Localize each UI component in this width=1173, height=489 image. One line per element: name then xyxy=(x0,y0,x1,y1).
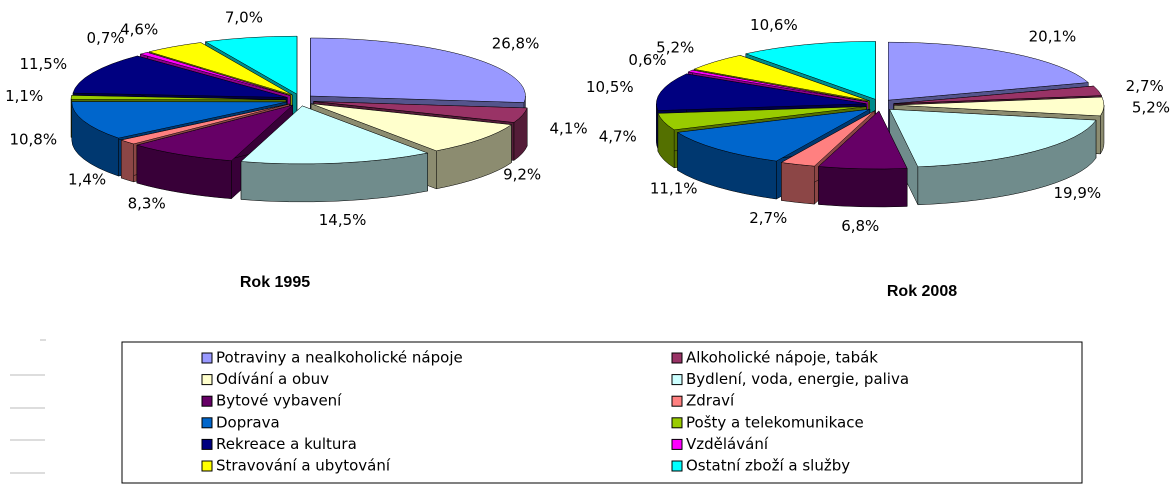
slice xyxy=(817,110,908,208)
slice-top xyxy=(139,52,291,96)
legend-label: Rekreace a kultura xyxy=(216,435,357,453)
slice-top xyxy=(893,85,1103,104)
value-label: 7,0% xyxy=(225,9,263,27)
legend-box xyxy=(121,341,1083,484)
value-label: 10,5% xyxy=(586,78,634,96)
slice-top xyxy=(72,55,288,98)
legend-swatch xyxy=(201,460,213,472)
legend-swatch xyxy=(201,374,213,386)
value-label: 2,7% xyxy=(749,209,787,227)
slice-top xyxy=(657,106,867,131)
legend-swatch xyxy=(671,374,683,386)
slice-side xyxy=(818,166,908,208)
value-label: 0,7% xyxy=(87,29,125,47)
value-label: 5,2% xyxy=(656,39,694,57)
slice-top xyxy=(676,108,870,162)
slice xyxy=(889,109,1097,206)
legend-swatch xyxy=(671,417,683,429)
slice-top xyxy=(888,41,1089,101)
slice-top xyxy=(135,104,293,161)
legend-swatch xyxy=(671,352,683,364)
slice xyxy=(240,105,429,203)
legend-label: Bydlení, voda, energie, paliva xyxy=(686,370,909,388)
value-label: 19,9% xyxy=(1054,184,1102,202)
legend-label: Zdraví xyxy=(686,392,735,410)
value-label: 4,1% xyxy=(550,120,588,138)
slice-top xyxy=(817,110,908,170)
legend-label: Potraviny a nealkoholické nápoje xyxy=(216,349,463,367)
slice-top xyxy=(780,110,876,167)
legend-label: Alkoholické nápoje, tabák xyxy=(686,349,878,367)
value-label: 11,5% xyxy=(19,55,67,73)
value-label: 9,2% xyxy=(503,165,541,183)
legend-swatch xyxy=(201,352,213,364)
value-label: 8,3% xyxy=(128,195,166,213)
legend-swatch xyxy=(201,395,213,407)
legend-label: Vzdělávání xyxy=(686,435,769,453)
value-label: 1,4% xyxy=(68,171,106,189)
value-label: 26,8% xyxy=(492,35,540,53)
value-label: 1,1% xyxy=(5,87,43,105)
legend-label: Ostatní zboží a služby xyxy=(686,457,850,475)
slice-side xyxy=(781,162,815,205)
value-label: 5,2% xyxy=(1132,98,1170,116)
value-label: 4,7% xyxy=(599,127,637,145)
value-label: 20,1% xyxy=(1029,28,1077,46)
legend-swatch xyxy=(671,438,683,450)
slice-side xyxy=(120,139,134,183)
slice-top xyxy=(240,105,429,165)
value-label: 14,5% xyxy=(319,211,367,229)
value-label: 4,6% xyxy=(120,20,158,38)
slice-top xyxy=(893,96,1105,117)
slice-top xyxy=(313,101,528,123)
slice-top xyxy=(693,55,870,102)
slice-top xyxy=(744,41,876,100)
legend-label: Pošty a telekomunikace xyxy=(686,413,864,431)
legend-swatch xyxy=(201,438,213,450)
legend-swatch xyxy=(201,417,213,429)
slice-top xyxy=(687,69,869,103)
value-label: 6,8% xyxy=(841,217,879,235)
chart-title: Rok 1995 xyxy=(240,274,310,291)
slice-top xyxy=(148,42,293,96)
legend-swatch xyxy=(671,395,683,407)
value-label: 2,7% xyxy=(1126,77,1164,95)
slice-top xyxy=(70,95,287,101)
legend-label: Bytové vybavení xyxy=(216,392,342,410)
slice-top xyxy=(889,109,1097,168)
value-label: 0,6% xyxy=(628,51,666,69)
chart-title: Rok 2008 xyxy=(887,283,957,300)
slice-top xyxy=(204,35,298,95)
slice-top xyxy=(120,103,290,145)
slice-top xyxy=(310,37,526,103)
legend-label: Stravování a ubytování xyxy=(216,457,391,475)
slice-top xyxy=(71,101,287,139)
legend-label: Odívání a obuv xyxy=(216,370,329,388)
slice-top xyxy=(310,103,513,152)
legend-swatch xyxy=(671,460,683,472)
value-label: 11,1% xyxy=(650,180,698,198)
value-label: 10,6% xyxy=(750,16,798,34)
legend-label: Doprava xyxy=(216,413,280,431)
value-label: 10,8% xyxy=(9,130,57,148)
slice-top xyxy=(656,73,867,111)
